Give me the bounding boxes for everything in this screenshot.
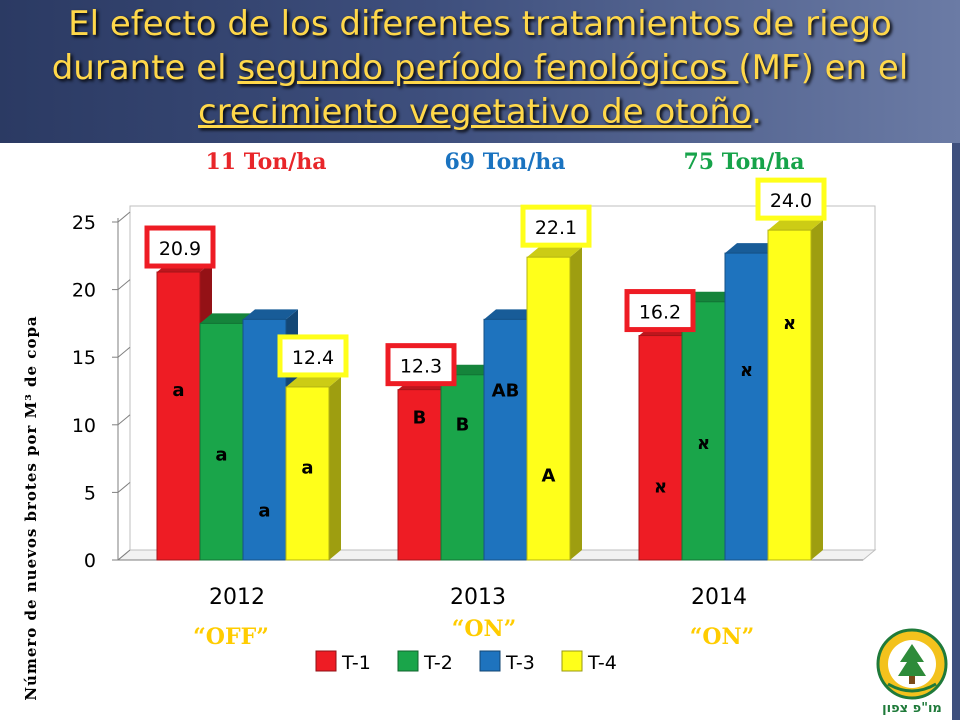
bar-top-t-3 <box>243 309 298 320</box>
legend-label: T-1 <box>341 652 371 674</box>
northern-rnd-logo: מו"פ צפון <box>876 628 948 716</box>
bar-t-4-2014 <box>767 229 812 561</box>
chart-legend: T-1 T-2 T-3 T-4 <box>304 643 644 679</box>
season-label: “ON” <box>452 616 517 642</box>
significance-letter: א <box>697 433 710 454</box>
bar-side-t-4 <box>329 376 341 560</box>
significance-letter: א <box>740 360 753 381</box>
value-callout-box <box>144 225 216 269</box>
yield-label: 11 Ton/ha <box>205 149 326 175</box>
legend-swatch-t-1 <box>315 650 337 672</box>
x-tick-label: 2013 <box>450 585 506 610</box>
bar-top-t-3 <box>725 243 780 254</box>
significance-letter: a <box>258 501 270 522</box>
title-part: crecimiento vegetativo de otoño <box>198 92 752 132</box>
significance-letter: a <box>215 445 227 466</box>
bar-top-t-4 <box>768 220 823 231</box>
legend-label: T-4 <box>587 652 617 674</box>
significance-letter: A <box>542 465 556 486</box>
yield-labels: 11 Ton/ha 69 Ton/ha 75 Ton/ha “OFF” “ON” “ON” <box>193 149 804 650</box>
bar-top-t-4 <box>527 247 582 258</box>
bar-side-t-4 <box>811 220 823 560</box>
legend-label: T-2 <box>423 652 453 674</box>
value-callout-box <box>385 343 457 387</box>
legend-box <box>304 643 644 679</box>
significance-letter: א <box>654 477 667 498</box>
y-tick-label: 15 <box>72 347 96 369</box>
y-tick-depth <box>117 414 131 426</box>
bar-t-4-2013 <box>526 256 571 561</box>
y-tick-depth <box>117 346 131 358</box>
slide-title: El efecto de los diferentes tratamientos… <box>20 2 940 134</box>
y-tick-label: 25 <box>72 212 96 234</box>
y-tick-depth <box>117 482 131 493</box>
legend-swatch-t-3 <box>479 650 501 672</box>
significance-letter: a <box>172 380 184 401</box>
value-callout-label: 22.1 <box>535 217 577 239</box>
legend-swatch-t-4 <box>561 650 583 672</box>
title-part: . <box>751 92 762 132</box>
yield-label: 69 Ton/ha <box>444 149 565 175</box>
bar-t-1-2014 <box>638 335 683 561</box>
bar-t-2-2012 <box>199 322 244 561</box>
bar-t-1-2013 <box>397 389 442 561</box>
value-callout-label: 16.2 <box>639 302 681 324</box>
y-axis-title: Número de nuevos brotes por M³ de copa <box>22 315 40 700</box>
significance-letter: AB <box>492 380 520 401</box>
bar-group <box>156 220 823 561</box>
y-tick-label: 0 <box>84 550 96 572</box>
significance-letter: B <box>456 414 470 435</box>
title-part: (MF) en el <box>738 48 909 88</box>
value-callout-box <box>277 334 349 378</box>
yield-label: 75 Ton/ha <box>683 149 804 175</box>
y-tick-depth <box>117 279 131 290</box>
title-part: segundo período fenológicos <box>237 48 739 88</box>
y-tick-label: 20 <box>72 280 96 302</box>
legend-swatch-t-2 <box>397 650 419 672</box>
legend-label: T-3 <box>505 652 535 674</box>
slide-right-border <box>952 143 960 720</box>
season-label: “OFF” <box>193 624 269 650</box>
bar-t-3-2014 <box>724 252 769 561</box>
bar-side-t-4 <box>570 247 582 560</box>
bar-t-3-2013 <box>483 318 528 561</box>
y-tick-label: 5 <box>84 482 96 504</box>
x-tick-label: 2012 <box>209 585 265 610</box>
bar-t-2-2014 <box>681 301 726 561</box>
y-tick-depth <box>117 211 131 223</box>
bar-t-1-2012 <box>156 271 201 561</box>
significance-letter: B <box>413 408 427 429</box>
y-tick-label: 10 <box>72 415 96 437</box>
value-callout-box <box>624 289 696 333</box>
y-tick-depth <box>117 549 131 561</box>
significance-letter: a <box>301 457 313 478</box>
bar-t-2-2013 <box>440 374 485 561</box>
bar-top-t-2 <box>682 291 737 302</box>
value-callout-label: 24.0 <box>770 190 812 212</box>
bar-top-t-4 <box>286 376 341 387</box>
x-tick-label: 2014 <box>691 585 747 610</box>
logo-text: מו"פ צפון <box>882 701 942 716</box>
bar-t-4-2012 <box>285 386 330 561</box>
bar-chart: 0 5 10 15 20 25 a a a a 2012 B B AB A 2013 א א א א 2014 20.9… <box>22 149 877 701</box>
bar-top-t-3 <box>484 309 539 320</box>
season-label: “ON” <box>690 624 755 650</box>
value-callout-label: 12.4 <box>292 347 334 369</box>
value-callout-label: 12.3 <box>400 356 442 378</box>
value-callout-box <box>520 204 592 248</box>
bar-top-t-2 <box>200 313 255 324</box>
value-callout-box <box>755 177 827 221</box>
title-banner: El efecto de los diferentes tratamientos… <box>0 0 960 143</box>
label-group: a a a a 2012 B B AB A 2013 א א א א 2014 20.9 12.4 12.3 22.… <box>144 177 827 610</box>
value-callout-label: 20.9 <box>159 238 201 260</box>
significance-letter: א <box>783 313 796 334</box>
title-part: El efecto de los diferentes tratamientos… <box>51 4 892 88</box>
